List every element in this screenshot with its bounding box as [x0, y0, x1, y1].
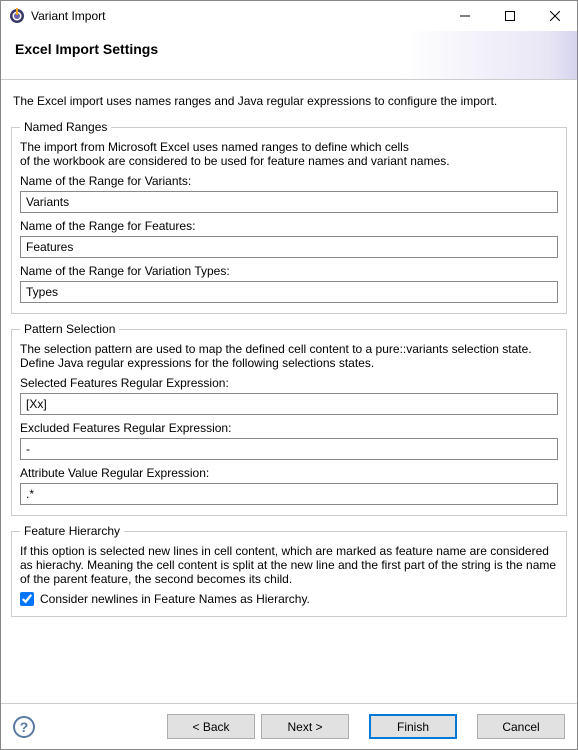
- types-range-input[interactable]: [20, 281, 558, 303]
- title-bar: Variant Import: [1, 1, 577, 31]
- hierarchy-checkbox-row[interactable]: Consider newlines in Feature Names as Hi…: [20, 592, 558, 606]
- variants-range-input[interactable]: [20, 191, 558, 213]
- pattern-selection-group: Pattern Selection The selection pattern …: [11, 322, 567, 516]
- intro-text: The Excel import uses names ranges and J…: [13, 94, 567, 108]
- help-icon[interactable]: ?: [13, 716, 35, 738]
- back-button[interactable]: < Back: [167, 714, 255, 739]
- page-title: Excel Import Settings: [15, 41, 563, 57]
- attribute-regex-input[interactable]: [20, 483, 558, 505]
- excluded-regex-input[interactable]: [20, 438, 558, 460]
- hierarchy-checkbox-label: Consider newlines in Feature Names as Hi…: [40, 592, 310, 606]
- hierarchy-checkbox[interactable]: [20, 592, 34, 606]
- selected-regex-label: Selected Features Regular Expression:: [20, 376, 558, 390]
- window-title: Variant Import: [31, 9, 442, 23]
- button-bar: ? < Back Next > Finish Cancel: [1, 703, 577, 749]
- dialog-header: Excel Import Settings: [1, 31, 577, 80]
- pattern-selection-legend: Pattern Selection: [20, 322, 119, 336]
- cancel-button[interactable]: Cancel: [477, 714, 565, 739]
- dialog-content: The Excel import uses names ranges and J…: [1, 80, 577, 703]
- selected-regex-input[interactable]: [20, 393, 558, 415]
- attribute-regex-label: Attribute Value Regular Expression:: [20, 466, 558, 480]
- feature-hierarchy-desc: If this option is selected new lines in …: [20, 544, 558, 586]
- features-range-input[interactable]: [20, 236, 558, 258]
- features-range-label: Name of the Range for Features:: [20, 219, 558, 233]
- named-ranges-desc: The import from Microsoft Excel uses nam…: [20, 140, 558, 168]
- named-ranges-group: Named Ranges The import from Microsoft E…: [11, 120, 567, 314]
- excluded-regex-label: Excluded Features Regular Expression:: [20, 421, 558, 435]
- maximize-button[interactable]: [487, 1, 532, 31]
- feature-hierarchy-legend: Feature Hierarchy: [20, 524, 124, 538]
- close-button[interactable]: [532, 1, 577, 31]
- minimize-button[interactable]: [442, 1, 487, 31]
- types-range-label: Name of the Range for Variation Types:: [20, 264, 558, 278]
- named-ranges-legend: Named Ranges: [20, 120, 111, 134]
- finish-button[interactable]: Finish: [369, 714, 457, 739]
- app-icon: [9, 8, 25, 24]
- pattern-selection-desc: The selection pattern are used to map th…: [20, 342, 558, 370]
- next-button[interactable]: Next >: [261, 714, 349, 739]
- variants-range-label: Name of the Range for Variants:: [20, 174, 558, 188]
- feature-hierarchy-group: Feature Hierarchy If this option is sele…: [11, 524, 567, 617]
